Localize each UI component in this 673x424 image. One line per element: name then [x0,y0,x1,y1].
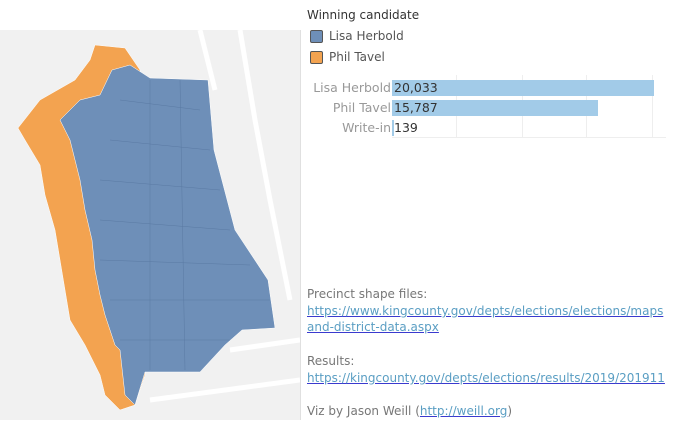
results-link[interactable]: https://kingcounty.gov/depts/elections/r… [307,371,665,385]
legend-item-lisa-herbold[interactable]: Lisa Herbold [310,29,404,43]
bar-value-label: 20,033 [394,80,438,95]
color-swatch [310,50,323,64]
legend-label: Lisa Herbold [329,29,404,43]
credit-text: Viz by Jason Weill ( [307,404,420,418]
bar[interactable] [392,100,599,116]
precinct-link-cont[interactable]: and-district-data.aspx [307,320,439,334]
bar-category-label: Lisa Herbold [313,80,391,95]
color-swatch [310,29,323,43]
map-roads [149,29,301,403]
bar-row[interactable]: Write-in 139 [306,118,666,138]
credit-suffix: ) [507,404,513,418]
bar[interactable] [392,120,394,136]
bar-value-label: 139 [394,120,418,135]
axis-line [392,137,666,138]
legend-label: Phil Tavel [329,50,385,64]
precinct-link[interactable]: https://www.kingcounty.gov/depts/electio… [307,304,664,318]
legend-title: Winning candidate [307,8,420,22]
bar-category-label: Write-in [342,120,391,135]
precinct-label: Precinct shape files: [307,287,428,301]
bar-value-label: 15,787 [394,100,438,115]
bar[interactable] [392,80,654,96]
bar-row[interactable]: Phil Tavel 15,787 [306,98,666,118]
credit: Viz by Jason Weill (http://weill.org) [307,404,512,418]
bar-category-label: Phil Tavel [332,100,391,115]
legend-item-phil-tavel[interactable]: Phil Tavel [310,50,385,64]
results-label: Results: [307,354,355,368]
precinct-borders [99,79,270,371]
precinct-region-lisa-herbold [59,64,276,406]
credit-link[interactable]: http://weill.org [419,404,508,418]
precinct-map[interactable] [0,29,301,420]
gridline [652,75,653,137]
bar-row[interactable]: Lisa Herbold 20,033 [306,78,666,98]
